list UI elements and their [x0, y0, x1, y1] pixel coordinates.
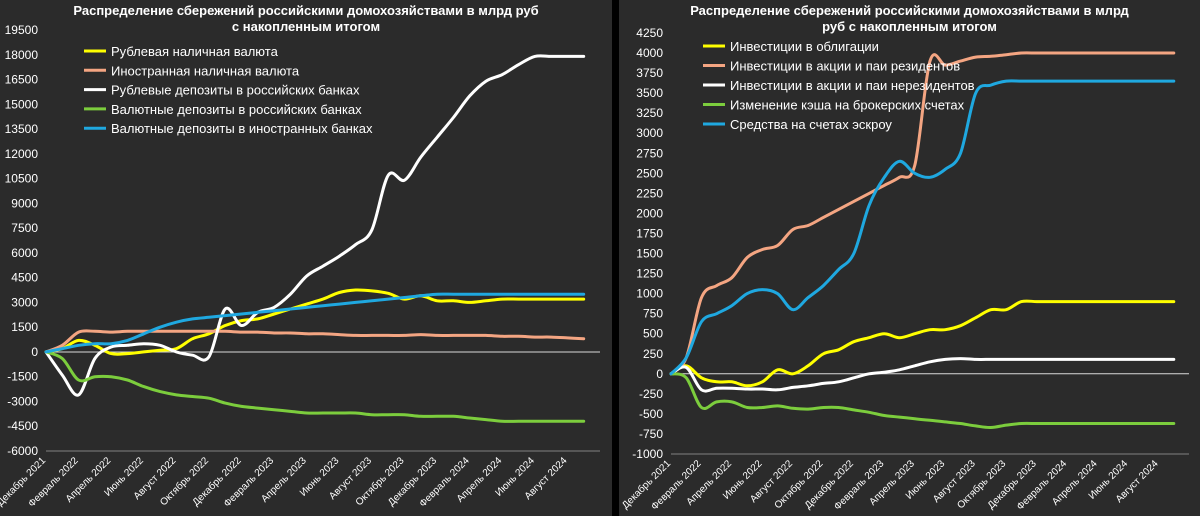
y-tick-label: 750 — [643, 307, 663, 321]
chart-panel-investments-right: Распределение сбережений российскими дом… — [619, 0, 1200, 516]
series-line-0-1 — [44, 329, 586, 354]
y-tick-label: 18000 — [5, 48, 39, 62]
series-line-0-0 — [44, 288, 586, 356]
y-tick-label: 7500 — [11, 221, 38, 235]
y-tick-label: -1500 — [7, 370, 38, 384]
legend-label: Инвестиции в акции и паи резидентов — [730, 59, 960, 74]
chart-panel-savings-left: Распределение сбережений российскими дом… — [0, 0, 612, 516]
y-tick-label: 3250 — [636, 106, 663, 120]
series-line-1-4 — [669, 79, 1176, 376]
y-tick-label: 13500 — [5, 122, 39, 136]
y-tick-label: 0 — [31, 345, 38, 359]
y-tick-label: 500 — [643, 327, 663, 341]
y-tick-label: 2250 — [636, 186, 663, 200]
y-tick-label: 1000 — [636, 287, 663, 301]
y-tick-label: 1500 — [11, 320, 38, 334]
y-tick-label: 3000 — [636, 126, 663, 140]
legend-label: Валютные депозиты в российских банках — [111, 102, 362, 117]
y-tick-label: -250 — [639, 387, 663, 401]
y-tick-label: -3000 — [7, 394, 38, 408]
y-tick-label: 3750 — [636, 66, 663, 80]
series-line-0-4 — [44, 292, 586, 354]
y-tick-label: 9000 — [11, 196, 38, 210]
series-line-1-2 — [669, 357, 1176, 393]
y-tick-label: 0 — [656, 367, 663, 381]
series-line-0-3 — [44, 350, 586, 423]
y-tick-label: -750 — [639, 427, 663, 441]
series-line-0-2 — [44, 54, 586, 397]
legend-label: Инвестиции в акции и паи нерезидентов — [730, 78, 975, 93]
y-tick-label: 2750 — [636, 146, 663, 160]
y-tick-label: 12000 — [5, 147, 39, 161]
legend-label: Валютные депозиты в иностранных банках — [111, 121, 373, 136]
y-tick-label: 3500 — [636, 86, 663, 100]
legend-label: Иностранная наличная валюта — [111, 63, 300, 78]
y-tick-label: 6000 — [11, 246, 38, 260]
y-tick-label: -500 — [639, 407, 663, 421]
chart-title-left: Распределение сбережений российскими дом… — [0, 3, 612, 35]
y-tick-label: 16500 — [5, 73, 39, 87]
y-tick-label: 3000 — [11, 295, 38, 309]
y-tick-label: -4500 — [7, 419, 38, 433]
chart-plot-left: -6000 -4500 -3000 -1500 0 1500 3000 4500 6000 750… — [0, 23, 600, 510]
legend-label: Рублевые депозиты в российских банках — [111, 83, 360, 98]
legend-label: Рублевая наличная валюта — [111, 44, 279, 59]
y-tick-label: 4000 — [636, 46, 663, 60]
y-tick-label: 4250 — [636, 26, 663, 40]
series-line-1-1 — [669, 51, 1176, 376]
chart-title-left-line2: с накопленным итогом — [231, 19, 381, 34]
series-line-1-3 — [669, 372, 1176, 430]
series-line-1-0 — [669, 299, 1176, 388]
chart-title-right: Распределение сбережений российскими дом… — [619, 3, 1200, 35]
legend-label: Изменение кэша на брокерских счетах — [730, 98, 965, 113]
y-tick-label: -6000 — [7, 444, 38, 458]
legend-label: Инвестиции в облигации — [730, 39, 879, 54]
y-tick-label: 2500 — [636, 166, 663, 180]
chart-title-left-line1: Распределение сбережений российскими дом… — [73, 3, 539, 18]
y-tick-label: 2000 — [636, 206, 663, 220]
y-tick-label: 10500 — [5, 172, 39, 186]
y-tick-label: 1500 — [636, 247, 663, 261]
chart-plot-right: -1000 -750 -500 -250 0 250 500 750 1000 1250 1500 1… — [619, 26, 1189, 513]
chart-title-right-line2: руб с накопленным итогом — [822, 19, 997, 34]
y-tick-label: 1750 — [636, 226, 663, 240]
y-tick-label: -1000 — [632, 447, 663, 461]
y-tick-label: 19500 — [5, 23, 39, 37]
y-tick-label: 15000 — [5, 97, 39, 111]
chart-title-right-line1: Распределение сбережений российскими дом… — [690, 3, 1129, 18]
y-tick-label: 4500 — [11, 271, 38, 285]
y-tick-label: 250 — [643, 347, 663, 361]
legend-label: Средства на счетах эскроу — [730, 117, 892, 132]
y-tick-label: 1250 — [636, 267, 663, 281]
